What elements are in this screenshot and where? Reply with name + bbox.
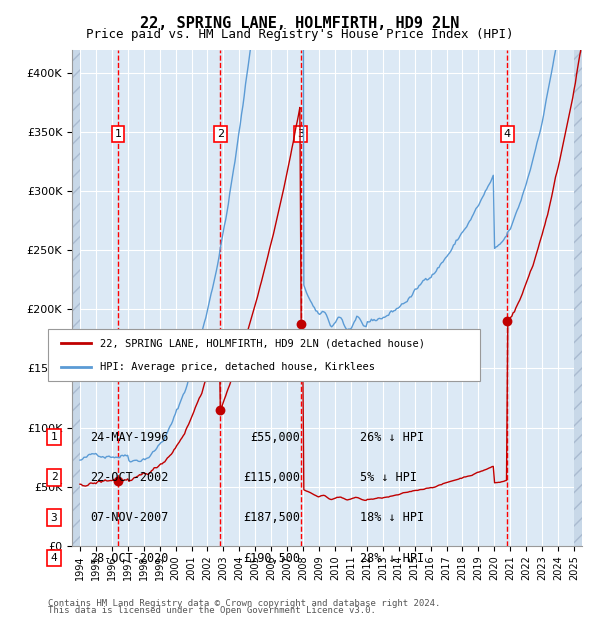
Text: 26% ↓ HPI: 26% ↓ HPI (360, 431, 424, 443)
Point (503, 316, 512, 326)
Text: 07-NOV-2007: 07-NOV-2007 (90, 512, 169, 524)
Point (113, 476, 123, 485)
Text: 22-OCT-2002: 22-OCT-2002 (90, 471, 169, 484)
Point (215, 405, 225, 415)
Text: 22, SPRING LANE, HOLMFIRTH, HD9 2LN (detached house): 22, SPRING LANE, HOLMFIRTH, HD9 2LN (det… (100, 339, 425, 348)
Text: £55,000: £55,000 (250, 431, 300, 443)
Text: Contains HM Land Registry data © Crown copyright and database right 2024.: Contains HM Land Registry data © Crown c… (48, 598, 440, 608)
Text: HPI: Average price, detached house, Kirklees: HPI: Average price, detached house, Kirk… (100, 361, 375, 371)
Text: £115,000: £115,000 (243, 471, 300, 484)
Text: This data is licensed under the Open Government Licence v3.0.: This data is licensed under the Open Gov… (48, 606, 376, 615)
Text: 24-MAY-1996: 24-MAY-1996 (90, 431, 169, 443)
Point (296, 319, 305, 329)
Bar (574, 50, 582, 546)
Text: 28-OCT-2020: 28-OCT-2020 (90, 552, 169, 564)
Text: 2: 2 (217, 129, 224, 139)
FancyBboxPatch shape (48, 329, 480, 381)
Text: 3: 3 (297, 129, 304, 139)
Text: £187,500: £187,500 (243, 512, 300, 524)
Text: 22, SPRING LANE, HOLMFIRTH, HD9 2LN: 22, SPRING LANE, HOLMFIRTH, HD9 2LN (140, 16, 460, 30)
Text: 3: 3 (50, 513, 58, 523)
Text: 4: 4 (504, 129, 511, 139)
Text: 28% ↓ HPI: 28% ↓ HPI (360, 552, 424, 564)
Text: Price paid vs. HM Land Registry's House Price Index (HPI): Price paid vs. HM Land Registry's House … (86, 28, 514, 41)
Text: 1: 1 (115, 129, 121, 139)
Text: 1: 1 (50, 432, 58, 442)
Text: 5% ↓ HPI: 5% ↓ HPI (360, 471, 417, 484)
Text: 4: 4 (50, 553, 58, 563)
Text: £190,500: £190,500 (243, 552, 300, 564)
Text: 2: 2 (50, 472, 58, 482)
Bar (72, 50, 80, 546)
Text: 18% ↓ HPI: 18% ↓ HPI (360, 512, 424, 524)
